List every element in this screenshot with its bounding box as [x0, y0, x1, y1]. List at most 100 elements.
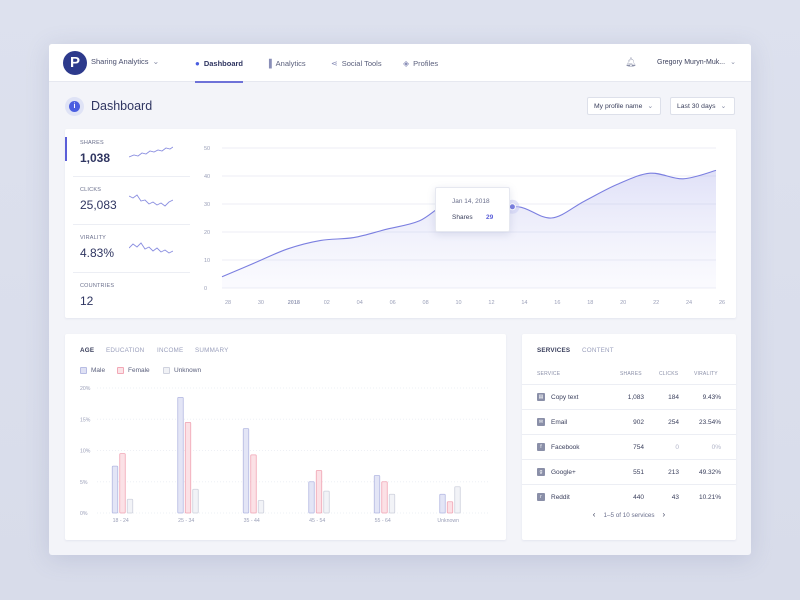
highlight-point — [508, 203, 516, 211]
x-tick-label: 2018 — [288, 300, 300, 306]
bar-chart-icon: ▐ — [266, 58, 272, 68]
legend-male[interactable]: Male — [80, 367, 105, 374]
service-clicks: 254 — [668, 419, 679, 426]
info-icon: ● — [195, 58, 200, 68]
shield-icon: ◈ — [403, 58, 410, 68]
metric-label: CLICKS — [80, 187, 102, 193]
sparkline-shares — [129, 146, 173, 158]
tab-summary[interactable]: SUMMARY — [195, 347, 229, 354]
email-icon: ✉ — [537, 418, 545, 426]
x-tick-label: 24 — [686, 300, 692, 306]
nav-social-tools[interactable]: ⋖ Social Tools — [331, 44, 382, 82]
table-row[interactable]: ▤ Copy text 1,083 184 9.43% — [522, 384, 736, 409]
metric-value: 4.83% — [80, 246, 115, 260]
date-range-select[interactable]: Last 30 days ⌄ — [670, 97, 735, 115]
table-row[interactable]: f Facebook 754 0 0% — [522, 434, 736, 459]
service-virality: 23.54% — [698, 419, 721, 426]
y-tick-label: 30 — [204, 202, 210, 208]
service-shares: 754 — [633, 444, 644, 451]
service-virality: 9.43% — [702, 394, 721, 401]
pager-label: 1–5 of 10 services — [603, 512, 655, 519]
x-tick-label: 45 - 54 — [309, 518, 325, 524]
bar-unknown — [126, 498, 134, 514]
x-tick-label: 28 — [225, 300, 231, 306]
legend-label: Male — [91, 367, 106, 374]
google-plus-icon: g — [537, 468, 545, 476]
sparkline-clicks — [129, 194, 173, 207]
y-tick-label: 10% — [80, 449, 91, 455]
x-tick-label: 12 — [488, 300, 494, 306]
y-tick-label: 10 — [204, 258, 210, 264]
col-shares: SHARES — [620, 371, 642, 377]
bar-unknown — [192, 488, 199, 514]
x-tick-label: 06 — [390, 300, 396, 306]
bar-male — [308, 481, 315, 514]
bar-female — [315, 470, 323, 514]
legend-swatch — [80, 367, 87, 374]
x-tick-label: 04 — [357, 300, 363, 306]
tab-content[interactable]: CONTENT — [582, 347, 614, 354]
x-tick-label: 30 — [258, 300, 264, 306]
chevron-down-icon: ⌄ — [647, 103, 654, 110]
y-tick-label: 50 — [204, 146, 210, 152]
divider — [73, 224, 190, 225]
col-service: SERVICE — [537, 371, 561, 377]
bar-unknown — [323, 490, 330, 514]
metric-label: VIRALITY — [80, 235, 107, 241]
x-tick-label: 55 - 64 — [375, 518, 391, 524]
bar-male — [242, 428, 250, 514]
user-menu[interactable]: Gregory Muryn-Muk... ⌄ — [657, 58, 736, 66]
metric-virality[interactable]: VIRALITY 4.83% — [65, 224, 190, 271]
service-name: Facebook — [551, 444, 580, 451]
demographics-card: AGE EDUCATION INCOME SUMMARY Male Female… — [65, 334, 506, 540]
service-virality: 0% — [711, 444, 721, 451]
chevron-left-icon[interactable]: ‹ — [592, 510, 596, 519]
x-tick-label: 14 — [521, 300, 527, 306]
legend-female[interactable]: Female — [117, 367, 150, 374]
nav-profiles[interactable]: ◈ Profiles — [403, 44, 438, 82]
y-tick-label: 5% — [80, 480, 88, 486]
x-tick-label: 35 - 44 — [244, 518, 260, 524]
metric-clicks[interactable]: CLICKS 25,083 — [65, 176, 190, 223]
tab-income[interactable]: INCOME — [157, 347, 184, 354]
page-title: Dashboard — [91, 99, 153, 113]
x-tick-label: 16 — [554, 300, 560, 306]
metric-value: 1,038 — [80, 151, 111, 165]
logo-icon[interactable]: P — [63, 51, 87, 75]
legend-unknown[interactable]: Unknown — [163, 367, 201, 374]
nav-analytics[interactable]: ▐ Analytics — [266, 44, 306, 82]
app-window: P Sharing Analytics ⌄ ● Dashboard ▐ Analy… — [49, 44, 751, 555]
x-tick-label: 02 — [324, 300, 330, 306]
chevron-down-icon: ⌄ — [730, 59, 736, 66]
profile-select-value: My profile name — [594, 102, 643, 110]
service-shares: 551 — [633, 469, 644, 476]
x-tick-label: Unknown — [437, 518, 459, 524]
metric-shares[interactable]: SHARES 1,038 — [65, 129, 190, 176]
services-card: SERVICES CONTENT SERVICE SHARES CLICKS V… — [522, 334, 736, 540]
tooltip-label: Shares — [452, 214, 473, 221]
table-row[interactable]: ✉ Email 902 254 23.54% — [522, 409, 736, 434]
table-row[interactable]: g Google+ 551 213 49.32% — [522, 459, 736, 484]
bar-male — [373, 475, 381, 514]
tab-services[interactable]: SERVICES — [537, 347, 571, 354]
tab-education[interactable]: EDUCATION — [106, 347, 145, 354]
bar-unknown — [388, 493, 396, 514]
metric-countries[interactable]: COUNTRIES 12 — [65, 272, 190, 319]
table-row[interactable]: r Reddit 440 43 10.21% — [522, 484, 736, 509]
profile-select[interactable]: My profile name ⌄ — [587, 97, 661, 115]
bell-icon[interactable]: 🔔︎ — [625, 57, 637, 67]
divider — [73, 272, 190, 273]
copy-icon: ▤ — [537, 393, 545, 401]
nav-analytics-label: Analytics — [275, 58, 306, 68]
top-bar: P Sharing Analytics ⌄ ● Dashboard ▐ Analy… — [49, 44, 751, 83]
bar-female — [381, 481, 388, 514]
brand-dropdown[interactable]: Sharing Analytics ⌄ — [91, 57, 159, 66]
bar-unknown — [257, 500, 265, 514]
tab-age[interactable]: AGE — [80, 347, 95, 354]
brand-label: Sharing Analytics — [91, 57, 149, 66]
nav-dashboard[interactable]: ● Dashboard — [195, 44, 244, 83]
service-clicks: 184 — [668, 394, 679, 401]
legend-label: Unknown — [174, 367, 202, 374]
chart-tooltip: Jan 14, 2018 Shares 29 — [435, 187, 510, 232]
chevron-right-icon[interactable]: › — [662, 510, 666, 519]
